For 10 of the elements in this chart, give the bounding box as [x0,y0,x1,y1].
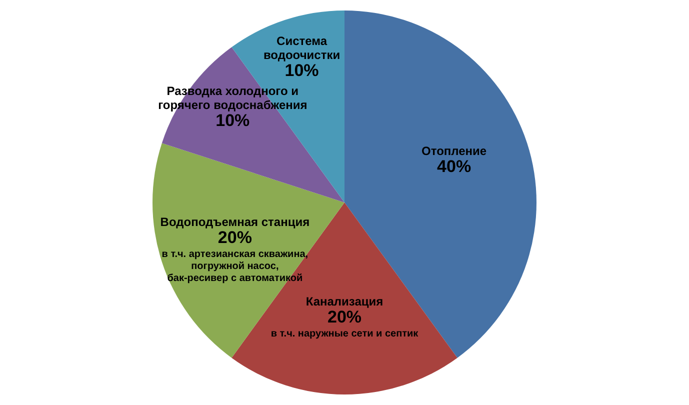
data-label: 10% [216,111,250,130]
slice-label: Канализация [306,294,384,309]
data-label: 10% [284,61,319,80]
data-label: 20% [327,308,362,327]
text: в т.ч. наружные сети и септик [270,328,418,340]
slice-label: Отопление [422,144,487,158]
slice-label: Система водоочистки [263,34,340,62]
data-label: 20% [218,228,252,248]
data-label: 40% [437,156,472,176]
slice-label: Водоподъемная станция [160,215,310,230]
